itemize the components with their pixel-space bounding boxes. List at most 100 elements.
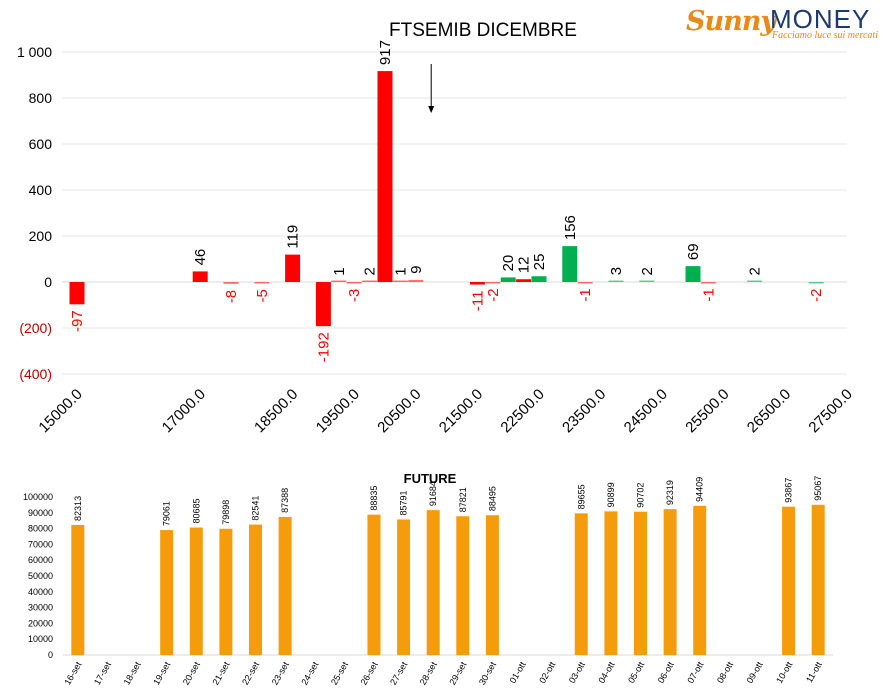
bottom-x-tick-label: 19-set: [151, 660, 172, 687]
bottom-x-tick-label: 27-set: [388, 660, 409, 687]
top-bar-18000: [254, 282, 270, 284]
bottom-x-tick-label: 20-set: [181, 660, 202, 687]
bottom-bar-30-set: [485, 515, 499, 655]
bottom-bar-26-set: [367, 514, 381, 655]
bottom-x-tick-label: 28-set: [418, 660, 439, 687]
bottom-y-tick-label: 20000: [28, 618, 53, 628]
bottom-x-tick-label: 09-ott: [745, 660, 765, 685]
top-bar-20000: [377, 71, 393, 282]
bottom-chart-bars: [71, 504, 825, 655]
bottom-x-tick-label: 11-ott: [804, 660, 824, 685]
bottom-chart-data-labels: 82313 79061 80685 79898 82541 87388 88835 85791…: [73, 476, 823, 526]
top-bar-label: 25: [531, 254, 548, 271]
top-bar-label: 1: [392, 267, 409, 275]
top-bar-label: 9: [408, 266, 425, 274]
top-bar-label: -2: [808, 288, 825, 301]
top-y-tick-label: 800: [29, 90, 53, 106]
top-bar-25000: [685, 266, 701, 282]
top-bar-19500: [346, 282, 362, 284]
bottom-bar-label: 87388: [280, 488, 290, 513]
top-bar-label: -2: [485, 288, 502, 301]
bottom-bar-10-ott: [782, 506, 796, 655]
top-y-tick-label: (400): [19, 366, 52, 382]
top-bar-21500: [469, 282, 485, 285]
bottom-y-tick-label: 90000: [28, 508, 53, 518]
top-bar-label: 119: [285, 225, 302, 249]
top-y-tick-label: 400: [29, 182, 53, 198]
top-bar-20250: [392, 280, 408, 282]
top-bar-23250: [577, 282, 593, 284]
bottom-bar-label: 87821: [458, 487, 468, 512]
bottom-x-tick-label: 21-set: [210, 660, 231, 687]
top-x-tick-label: 26500.0: [744, 386, 794, 436]
bottom-x-tick-label: 05-ott: [626, 660, 646, 685]
sunny-money-logo: Sunny MONEY Facciamo luce sui mercati: [686, 4, 890, 44]
logo-sunny-text: Sunny: [686, 6, 776, 37]
bottom-bar-label: 88495: [487, 486, 497, 511]
bottom-bar-label: 85791: [399, 490, 409, 515]
bottom-bar-label: 80685: [191, 498, 201, 523]
bottom-bar-label: 94409: [695, 477, 705, 502]
top-chart-bars: [69, 71, 824, 327]
bottom-bar-label: 82313: [73, 496, 83, 521]
bottom-bar-29-set: [456, 516, 470, 655]
bottom-bar-21-set: [219, 528, 233, 655]
top-bar-22250: [516, 279, 532, 282]
bottom-bar-label: 93867: [784, 478, 794, 503]
bottom-bar-label: 90702: [636, 483, 646, 508]
bottom-y-tick-label: 80000: [28, 524, 53, 534]
bottom-x-tick-label: 29-set: [447, 660, 468, 687]
bottom-x-tick-label: 02-ott: [537, 660, 557, 685]
top-bar-21750: [485, 282, 501, 284]
top-bar-label: 69: [685, 243, 702, 260]
top-bar-label: 917: [377, 40, 394, 65]
bottom-x-tick-label: 30-set: [477, 660, 498, 687]
top-bar-label: 2: [362, 267, 379, 275]
bottom-bar-label: 92319: [665, 480, 675, 505]
top-bar-23750: [608, 280, 624, 282]
top-x-tick-label: 25500.0: [682, 386, 732, 436]
bottom-bar-label: 79061: [162, 501, 172, 526]
bottom-bar-28-set: [426, 510, 440, 655]
top-bar-label: -5: [254, 289, 271, 302]
top-bar-label: -1: [700, 288, 717, 301]
bottom-x-tick-label: 03-ott: [567, 660, 587, 685]
bottom-bar-label: 79898: [221, 500, 231, 525]
bottom-bar-11-ott: [811, 504, 825, 655]
top-bar-label: 156: [562, 215, 579, 240]
top-chart-annotation: [428, 64, 435, 113]
top-bar-22500: [531, 276, 547, 282]
bottom-x-tick-label: 08-ott: [715, 660, 735, 685]
top-bar-24250: [639, 280, 655, 282]
bottom-bar-label: 88835: [369, 486, 379, 511]
top-bar-17000: [192, 271, 208, 282]
top-bar-label: -8: [223, 290, 240, 303]
annotation-arrow-head: [428, 106, 435, 113]
bottom-x-tick-label: 06-ott: [656, 660, 676, 685]
top-bar-19000: [315, 282, 331, 327]
top-y-tick-label: 600: [29, 136, 53, 152]
top-bar-label: 12: [516, 257, 533, 274]
bottom-x-tick-label: 25-set: [329, 660, 350, 687]
top-bar-label: 1: [331, 267, 348, 275]
bottom-x-tick-label: 04-ott: [596, 660, 616, 685]
top-bar-17500: [223, 282, 239, 284]
bottom-y-tick-label: 100000: [23, 492, 53, 502]
top-bar-23000: [562, 246, 578, 282]
bottom-chart-x-axis: 16-set 17-set 18-set 19-set 20-set 21-set 22-s…: [62, 660, 824, 687]
top-x-tick-label: 15000.0: [35, 386, 85, 436]
top-bar-27000: [808, 282, 824, 284]
top-x-tick-label: 24500.0: [621, 386, 671, 436]
top-bar-19250: [331, 280, 347, 282]
top-x-tick-label: 22500.0: [497, 386, 547, 436]
top-y-tick-label: (200): [19, 320, 52, 336]
top-x-tick-label: 18500.0: [251, 386, 301, 436]
top-bar-18500: [285, 254, 301, 282]
bottom-bar-label: 95067: [813, 476, 823, 501]
top-bar-label: 3: [608, 267, 625, 275]
bottom-x-tick-label: 26-set: [359, 660, 380, 687]
bottom-bar-23-set: [278, 516, 292, 655]
top-bar-15000: [69, 282, 85, 305]
